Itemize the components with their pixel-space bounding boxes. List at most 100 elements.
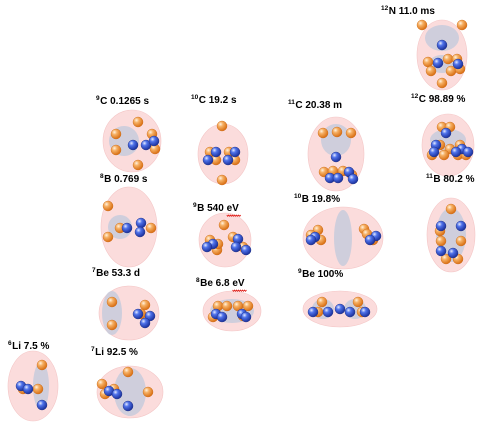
neutron-c12-0 xyxy=(440,127,452,139)
nucleus-label-b8: 8B 0.769 s xyxy=(100,173,148,185)
neutron-be8-3 xyxy=(240,311,252,323)
proton-n12-3 xyxy=(442,53,454,65)
neutron-b11-2 xyxy=(447,247,459,259)
neutron-li6-2 xyxy=(36,399,48,411)
nucleus-name: N 11.0 ms xyxy=(389,6,436,17)
proton-n12-6 xyxy=(425,65,437,77)
neutron-c9-2 xyxy=(148,135,160,147)
nucleus-label-n12: 12N 11.0 ms xyxy=(381,5,435,17)
proton-li6-2 xyxy=(32,383,44,395)
proton-be8-3 xyxy=(242,300,254,312)
mass-number: 9 xyxy=(96,95,100,102)
nucleus-label-c10: 10C 19.2 s xyxy=(191,94,237,106)
neutron-c12-3 xyxy=(428,146,440,158)
neutron-li6-1 xyxy=(22,383,34,395)
proton-b11-0 xyxy=(445,203,457,215)
cluster-core-b10-0 xyxy=(334,210,352,266)
nucleus-label-li6: 6Li 7.5 % xyxy=(8,340,49,352)
proton-n12-8 xyxy=(436,77,448,89)
neutron-c9-0 xyxy=(127,139,139,151)
mass-number: 6 xyxy=(8,340,12,347)
nucleus-label-be8: 8Be 6.8 eV xyxy=(196,277,245,289)
proton-be8-1 xyxy=(221,300,233,312)
nucleus-halo-b9 xyxy=(198,212,252,268)
mass-number: 8 xyxy=(196,277,200,284)
mass-number: 9 xyxy=(298,268,302,275)
nucleus-name: B 19.8% xyxy=(302,194,340,205)
proton-be9-1 xyxy=(352,296,364,308)
proton-li7-4 xyxy=(142,386,154,398)
neutron-be9-3 xyxy=(344,306,356,318)
neutron-c11-0 xyxy=(330,151,342,163)
neutron-b11-1 xyxy=(455,220,467,232)
neutron-b8-1 xyxy=(121,222,133,234)
cluster-core-c11-0 xyxy=(321,124,351,156)
nucleus-name: Be 53.3 d xyxy=(96,268,140,279)
neutron-b9-3 xyxy=(230,241,242,253)
mass-number: 8 xyxy=(100,173,104,180)
mass-number: 7 xyxy=(91,346,95,353)
neutron-be9-1 xyxy=(322,306,334,318)
nucleus-name: Li 7.5 % xyxy=(12,341,49,352)
neutron-be9-4 xyxy=(359,306,371,318)
proton-b11-2 xyxy=(455,235,467,247)
proton-b8-0 xyxy=(102,200,114,212)
nucleus-label-be7: 7Be 53.3 d xyxy=(92,267,140,279)
neutron-c10-3 xyxy=(222,154,234,166)
proton-be7-2 xyxy=(139,299,151,311)
neutron-b9-1 xyxy=(201,241,213,253)
nucleus-name: C 98.89 % xyxy=(419,94,466,105)
neutron-be7-0 xyxy=(132,308,144,320)
mass-number: 9 xyxy=(193,202,197,209)
neutron-c12-5 xyxy=(462,146,474,158)
neutron-n12-2 xyxy=(452,58,464,70)
proton-b8-1 xyxy=(102,231,114,243)
neutron-n12-1 xyxy=(432,57,444,69)
cluster-core-n12-0 xyxy=(425,25,459,51)
mass-number: 11 xyxy=(288,99,295,106)
proton-b11-3 xyxy=(440,253,452,265)
cluster-core-li7-0 xyxy=(114,368,146,416)
neutron-n12-0 xyxy=(436,39,448,51)
proton-c10-5 xyxy=(216,174,228,186)
mass-number: 10 xyxy=(191,94,199,101)
mass-number: 11 xyxy=(426,173,433,180)
nucleus-label-c12: 12C 98.89 % xyxy=(411,93,466,105)
neutron-c12-4 xyxy=(450,146,462,158)
neutron-be7-2 xyxy=(139,317,151,329)
nucleus-name: C 19.2 s xyxy=(199,95,237,106)
neutron-b11-0 xyxy=(435,220,447,232)
neutron-c11-2 xyxy=(332,172,344,184)
mass-number: 12 xyxy=(381,5,389,12)
proton-c9-0 xyxy=(132,116,144,128)
proton-b8-2 xyxy=(145,222,157,234)
proton-b9-0 xyxy=(218,219,230,231)
proton-c11-6 xyxy=(331,126,343,138)
neutron-b9-4 xyxy=(240,244,252,256)
proton-c9-1 xyxy=(110,128,122,140)
nucleus-label-li7: 7Li 92.5 % xyxy=(91,346,138,358)
neutron-be8-1 xyxy=(216,311,228,323)
neutron-b8-0 xyxy=(135,217,147,229)
neutron-li7-1 xyxy=(122,400,134,412)
neutron-b10-3 xyxy=(364,234,376,246)
proton-c10-0 xyxy=(216,120,228,132)
proton-b11-1 xyxy=(435,235,447,247)
nucleus-label-be9: 9Be 100% xyxy=(298,268,343,280)
nucleus-name: C 0.1265 s xyxy=(100,96,149,107)
proton-n12-1 xyxy=(456,19,468,31)
proton-li6-0 xyxy=(36,359,48,371)
neutron-be9-2 xyxy=(334,303,346,315)
proton-c9-4 xyxy=(132,159,144,171)
nucleus-label-b11: 11B 80.2 % xyxy=(426,173,475,185)
neutron-li7-2 xyxy=(111,388,123,400)
proton-c9-2 xyxy=(110,144,122,156)
neutron-c10-1 xyxy=(229,146,241,158)
proton-c12-7 xyxy=(438,149,450,161)
nucleus-name: Be 100% xyxy=(302,269,343,280)
nucleus-name: B 540 eV xyxy=(197,203,239,214)
nucleus-name: Be 6.8 eV xyxy=(200,278,245,289)
proton-c11-0 xyxy=(317,127,329,139)
neutron-b10-1 xyxy=(305,234,317,246)
